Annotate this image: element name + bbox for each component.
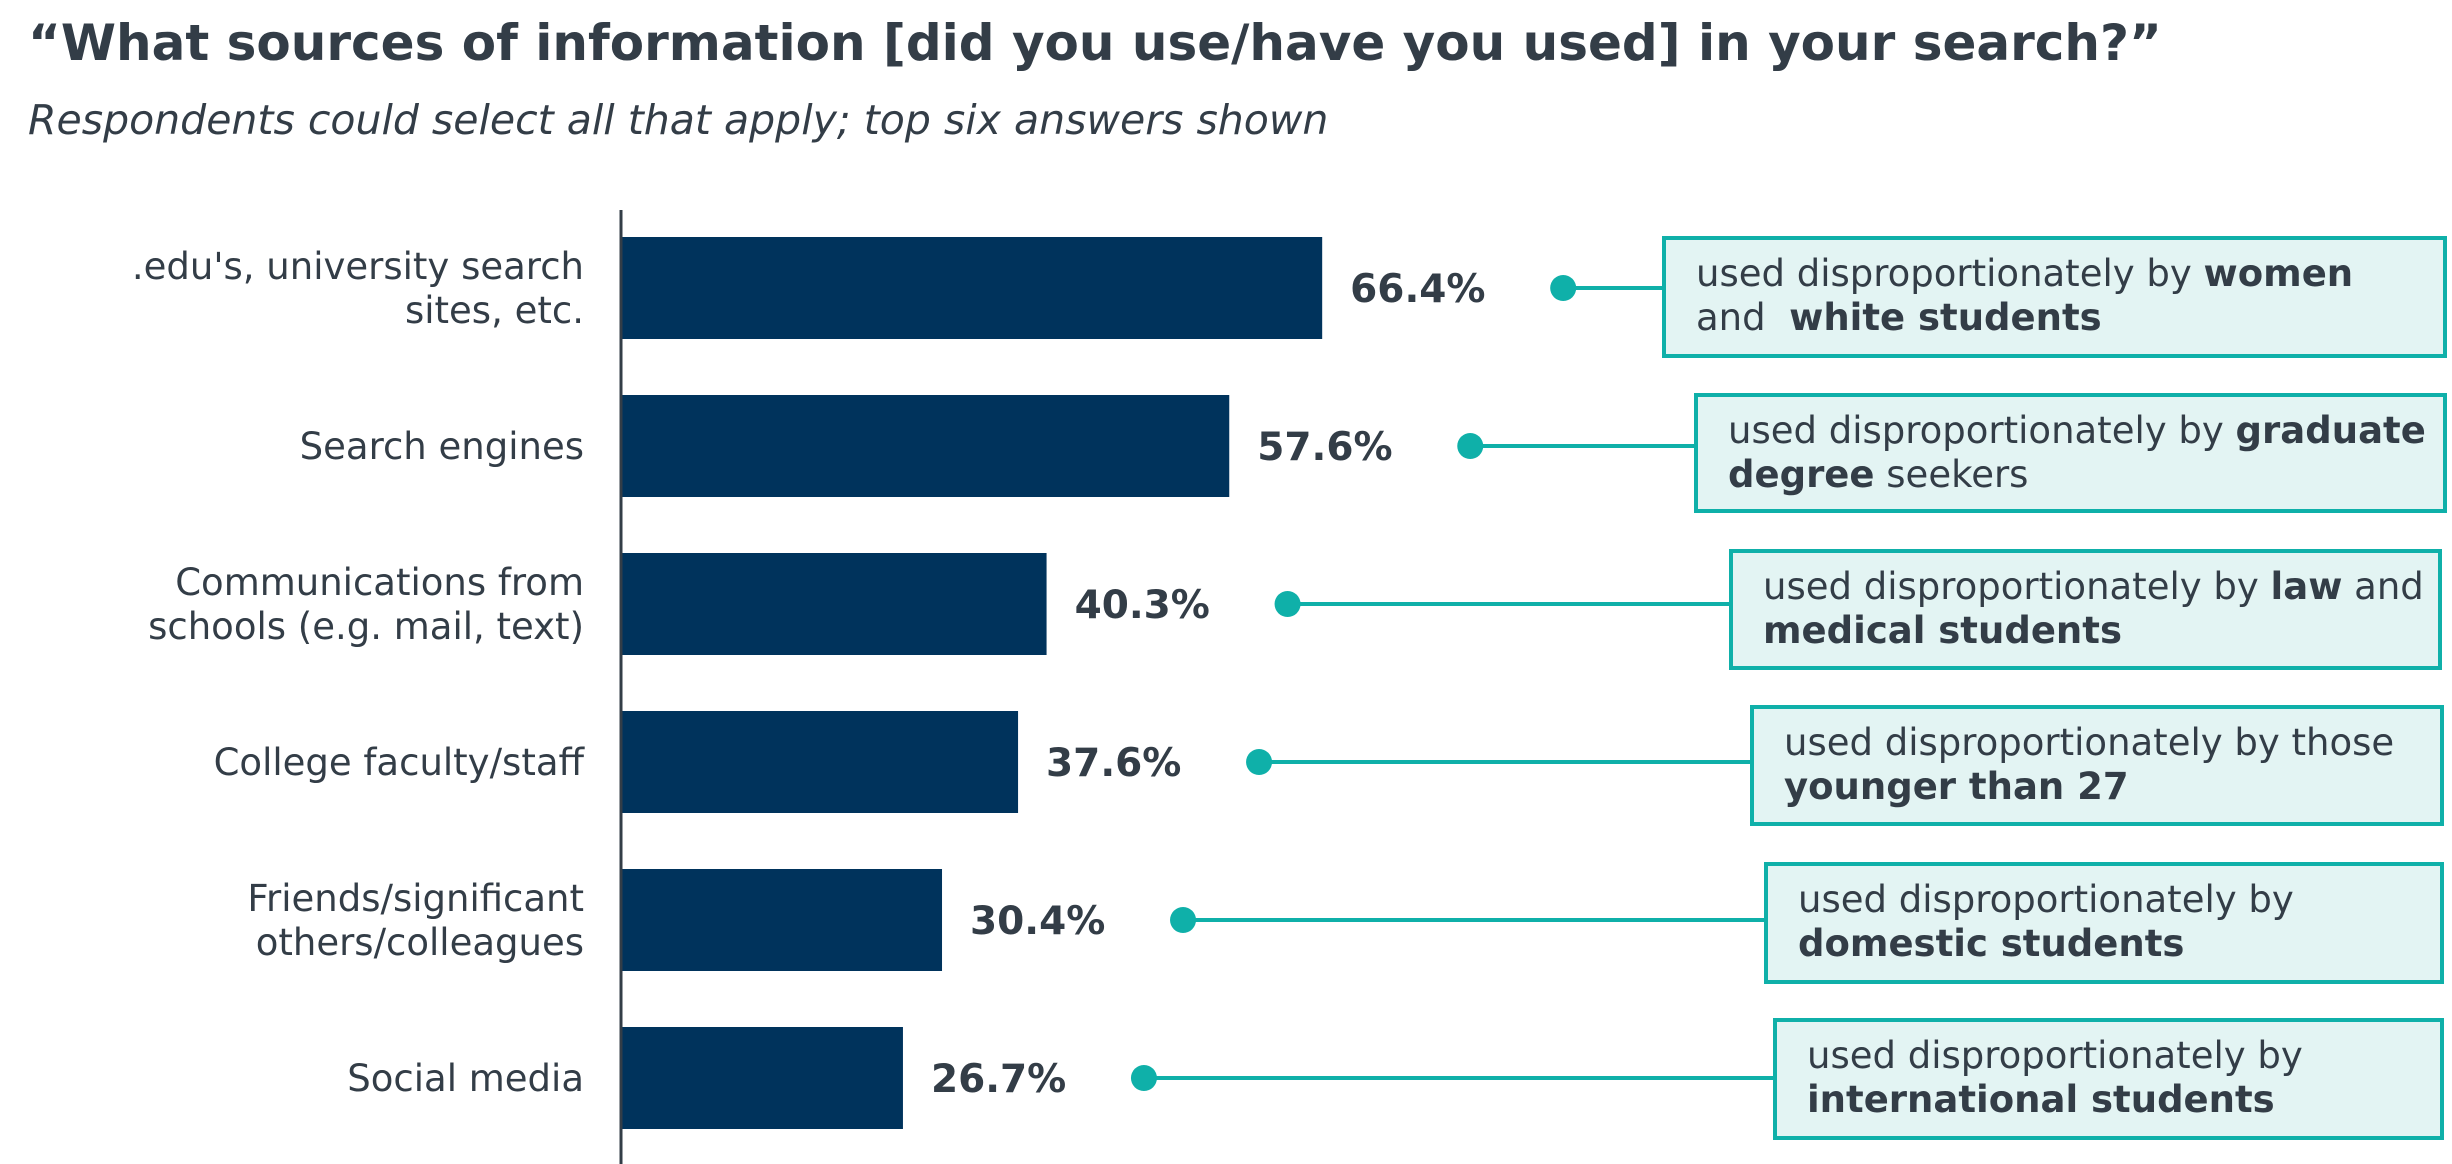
callout-dot: [1550, 275, 1577, 301]
callout-box: used disproportionately by graduate degre…: [1694, 393, 2447, 513]
callout-line: international students: [1807, 1078, 2275, 1121]
chart-title: “What sources of information [did you us…: [28, 14, 2162, 72]
category-label: Search engines: [300, 425, 584, 468]
callout-box: used disproportionately by international …: [1773, 1018, 2444, 1140]
bar-series: [621, 237, 1323, 1129]
value-labels: 66.4% 57.6% 40.3% 37.6% 30.4% 26.7%: [931, 267, 1486, 1102]
callout-line: used disproportionately by graduate: [1728, 409, 2426, 452]
category-label: Social media: [347, 1057, 584, 1100]
callout-box: used disproportionately by domestic stude…: [1764, 862, 2444, 984]
category-label: Friends/significant others/colleagues: [247, 877, 584, 964]
category-label: .edu's, university search sites, etc.: [132, 245, 584, 332]
bar: [621, 553, 1047, 655]
bar: [621, 711, 1019, 813]
callout-line: used disproportionately by those: [1784, 721, 2395, 764]
value-label: 26.7%: [931, 1057, 1066, 1102]
category-labels: .edu's, university search sites, etc. Sear…: [132, 245, 586, 1100]
callout-line: used disproportionately by law and: [1763, 565, 2424, 608]
chart-subtitle: Respondents could select all that apply;…: [28, 96, 1329, 144]
callout-line: used disproportionately by women: [1696, 252, 2354, 295]
value-label: 40.3%: [1075, 583, 1210, 628]
callout-box: used disproportionately by women and whit…: [1662, 236, 2447, 358]
callout-dot: [1274, 591, 1301, 617]
callout-line: medical students: [1763, 609, 2122, 652]
callout-line: and white students: [1696, 296, 2102, 339]
bar: [621, 237, 1323, 339]
bar: [621, 1027, 903, 1129]
category-label: College faculty/staff: [214, 741, 586, 784]
callout-line: used disproportionately by: [1807, 1034, 2303, 1077]
callout-line: used disproportionately by: [1798, 878, 2294, 921]
bar: [621, 395, 1230, 497]
value-label: 37.6%: [1046, 741, 1181, 786]
value-label: 57.6%: [1257, 425, 1392, 470]
callout-dot: [1130, 1065, 1157, 1091]
bar: [621, 869, 943, 971]
callout-connectors: [1130, 275, 1773, 1091]
callout-dot: [1170, 907, 1197, 933]
callout-box: used disproportionately by those younger …: [1750, 705, 2444, 826]
callout-line: degree seekers: [1728, 453, 2029, 496]
value-label: 66.4%: [1350, 267, 1485, 312]
callout-line: domestic students: [1798, 922, 2185, 965]
value-label: 30.4%: [970, 899, 1105, 944]
callout-box: used disproportionately by law and medica…: [1729, 549, 2442, 670]
callout-dot: [1457, 433, 1484, 459]
callout-line: younger than 27: [1784, 765, 2129, 808]
category-label: Communications from schools (e.g. mail, t…: [148, 561, 584, 648]
callout-dot: [1246, 749, 1273, 775]
